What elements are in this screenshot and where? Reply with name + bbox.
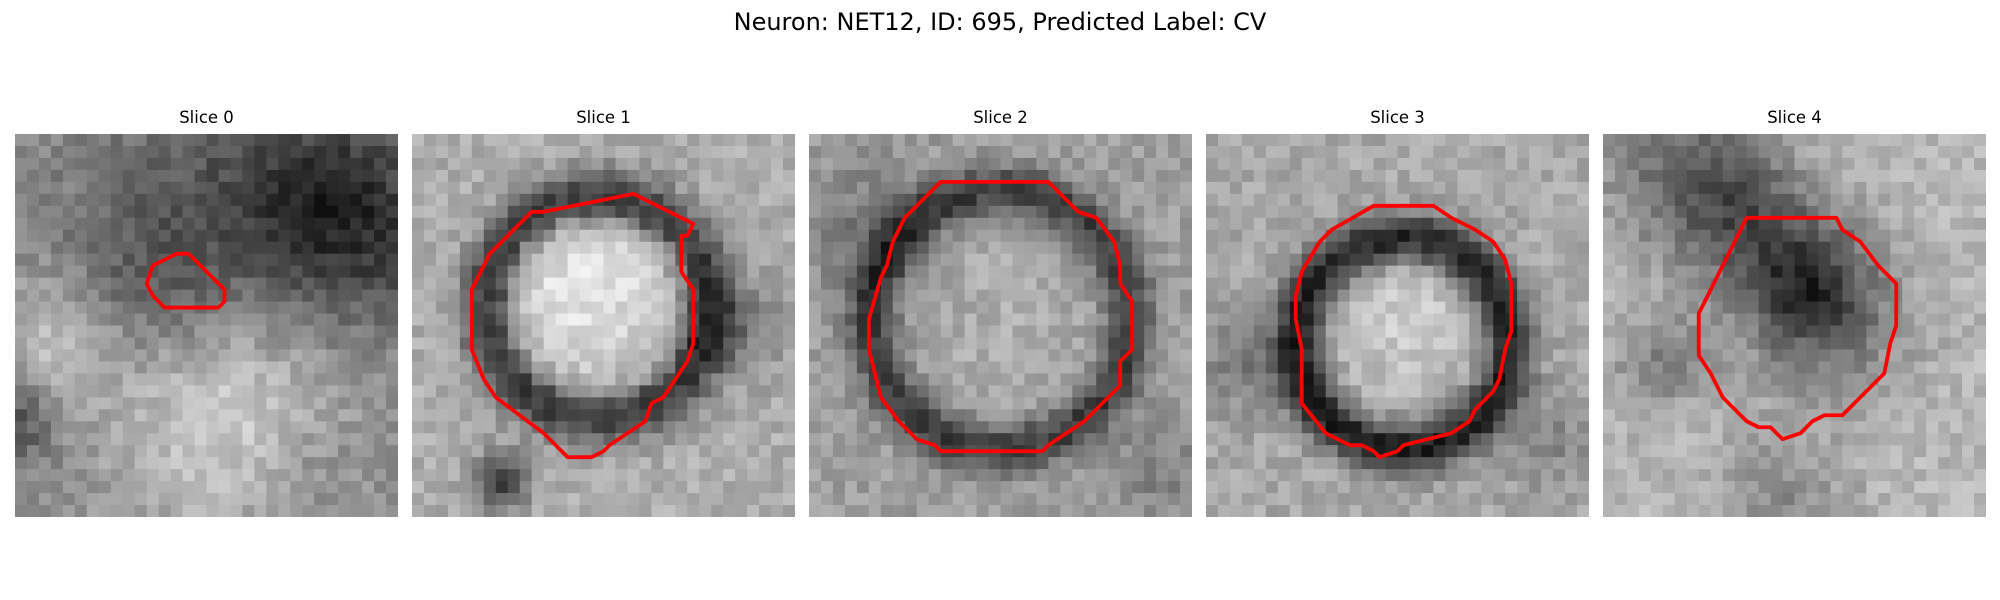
slice-title: Slice 1 [576,108,631,127]
roi-outline [144,251,227,310]
roi-outline [866,179,1135,454]
roi-outline [469,191,696,460]
slice-panel-4: Slice 4 [1603,108,1986,517]
slice-image [1603,134,1986,517]
slice-image [1206,134,1589,517]
slice-panel-1: Slice 1 [412,108,795,517]
slice-panel-0: Slice 0 [15,108,398,517]
slice-panel-3: Slice 3 [1206,108,1589,517]
slice-title: Slice 0 [179,108,234,127]
roi-outline [1696,215,1899,442]
slice-image [412,134,795,517]
slice-title: Slice 3 [1370,108,1425,127]
slice-title: Slice 4 [1767,108,1822,127]
roi-outline [1293,203,1514,460]
figure-title: Neuron: NET12, ID: 695, Predicted Label:… [733,8,1267,36]
slice-title: Slice 2 [973,108,1028,127]
slice-image [15,134,398,517]
slice-image [809,134,1192,517]
slice-panel-2: Slice 2 [809,108,1192,517]
